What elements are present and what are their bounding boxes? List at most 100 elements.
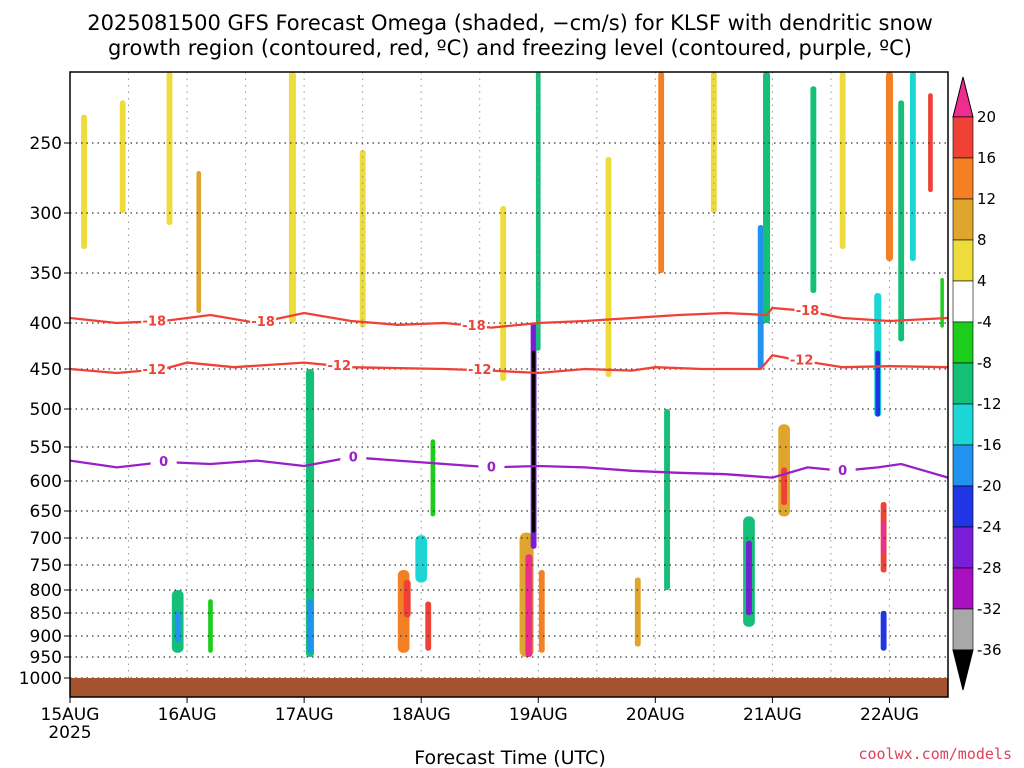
y-tick-label: 400: [30, 314, 62, 334]
plot-frame: [69, 71, 949, 698]
contour-label-bg: [478, 459, 505, 474]
contour-label-bg: [340, 449, 367, 464]
y-tick-label: 650: [30, 502, 62, 522]
omega-cell: [174, 610, 181, 643]
omega-cell: [525, 554, 533, 657]
y-tick-label: 500: [30, 400, 62, 420]
colorbar-label: 12: [977, 190, 996, 208]
colorbar-label: -16: [977, 436, 1002, 454]
contour-label-bg: [150, 453, 177, 468]
colorbar-label: -28: [977, 559, 1002, 577]
contour-label: 0: [349, 450, 358, 465]
omega-cell: [403, 580, 411, 618]
colorbar-bin: [952, 280, 974, 323]
colorbar-label: -36: [977, 641, 1002, 659]
y-tick-label: 1000: [19, 669, 62, 689]
y-tick-label: 850: [30, 604, 62, 624]
colorbar-label: 16: [977, 149, 996, 167]
x-tick-label: 22AUG: [860, 705, 919, 725]
contour-label-bg: [326, 358, 353, 373]
x-tick-label: 16AUG: [158, 705, 217, 725]
chart-title-line1: 2025081500 GFS Forecast Omega (shaded, −…: [87, 11, 933, 35]
y-tick-label: 800: [30, 581, 62, 601]
omega-cell: [119, 100, 126, 213]
omega-cell: [781, 467, 788, 505]
omega-cell: [810, 86, 817, 293]
omega-cell: [307, 599, 313, 653]
colorbar-bin: [952, 321, 974, 364]
y-tick-label: 750: [30, 556, 62, 576]
colorbar-bin: [952, 526, 974, 569]
plot-area: -18 -18 -18 -18 -12 -12 -12 -12 0 0 0 0: [69, 71, 949, 698]
omega-cell: [500, 206, 507, 381]
omega-cell: [166, 72, 173, 225]
colorbar: 20 16 12 8 4 -4 -8 -12 -16 -20 -24 -28 -32 -36: [952, 76, 1002, 691]
colorbar-bin: [952, 239, 974, 282]
omega-cell: [359, 150, 366, 328]
colorbar-bin: [952, 444, 974, 487]
y-tick-label: 700: [30, 529, 62, 549]
contour-label-bg: [141, 313, 168, 328]
contour-label: 0: [487, 460, 496, 475]
y-axis-ticks: 250 300 350 400 450 500 550 600 650 700 750 800 850 9…: [19, 134, 70, 689]
omega-cell: [538, 570, 545, 653]
colorbar-bottom-arrow: [952, 649, 974, 691]
omega-cell: [875, 350, 881, 417]
omega-cell: [928, 93, 933, 192]
omega-cell: [898, 100, 905, 342]
x-tick-label: 15AUG: [41, 705, 100, 725]
y-tick-label: 900: [30, 627, 62, 647]
omega-cell: [763, 72, 771, 323]
y-tick-label: 250: [30, 134, 62, 154]
colorbar-bin: [952, 608, 974, 651]
contour-label-bg: [829, 462, 856, 477]
omega-cell: [425, 601, 432, 651]
y-tick-label: 450: [30, 360, 62, 380]
chart-title-line2: growth region (contoured, red, ºC) and f…: [108, 36, 912, 60]
contour-line: [70, 456, 948, 479]
colorbar-label: -20: [977, 477, 1002, 495]
omega-cell: [757, 225, 764, 369]
omega-cell: [881, 521, 886, 555]
omega-cell: [415, 535, 428, 583]
omega-cell: [880, 610, 887, 651]
colorbar-bin: [952, 485, 974, 528]
x-tick-label: 17AUG: [275, 705, 334, 725]
colorbar-label: 20: [977, 108, 996, 126]
y-tick-label: 550: [30, 438, 62, 458]
contour-label: -18: [143, 314, 167, 329]
x-tick-sublabel: 2025: [48, 723, 91, 743]
x-tick-label: 19AUG: [509, 705, 568, 725]
contour-label: -12: [468, 363, 492, 378]
contour-label-bg: [466, 362, 493, 377]
contour-label: 0: [838, 464, 847, 479]
omega-cell: [839, 72, 846, 249]
contour-line: [70, 353, 948, 375]
colorbar-bin: [952, 567, 974, 610]
colorbar-label: 8: [977, 231, 987, 249]
omega-cell: [658, 72, 665, 273]
omega-cell: [885, 72, 893, 261]
y-tick-label: 300: [30, 204, 62, 224]
colorbar-bin: [952, 403, 974, 446]
omega-cell: [531, 350, 536, 533]
temperature-contours: -18 -18 -18 -18 -12 -12 -12 -12 0 0 0 0: [70, 303, 948, 479]
x-tick-label: 21AUG: [743, 705, 802, 725]
credit-text: coolwx.com/models: [858, 745, 1012, 763]
colorbar-bin: [952, 362, 974, 405]
omega-cell: [746, 540, 752, 616]
contour-label: -18: [251, 315, 275, 330]
x-tick-label: 20AUG: [626, 705, 685, 725]
omega-cell: [208, 599, 213, 653]
omega-cell: [940, 278, 944, 328]
colorbar-label: -12: [977, 395, 1002, 413]
colorbar-label: -24: [977, 518, 1002, 536]
y-tick-label: 600: [30, 472, 62, 492]
omega-cell: [430, 439, 436, 517]
y-tick-label: 350: [30, 264, 62, 284]
colorbar-label: -32: [977, 600, 1002, 618]
omega-cell: [81, 114, 87, 249]
x-tick-label: 18AUG: [392, 705, 451, 725]
